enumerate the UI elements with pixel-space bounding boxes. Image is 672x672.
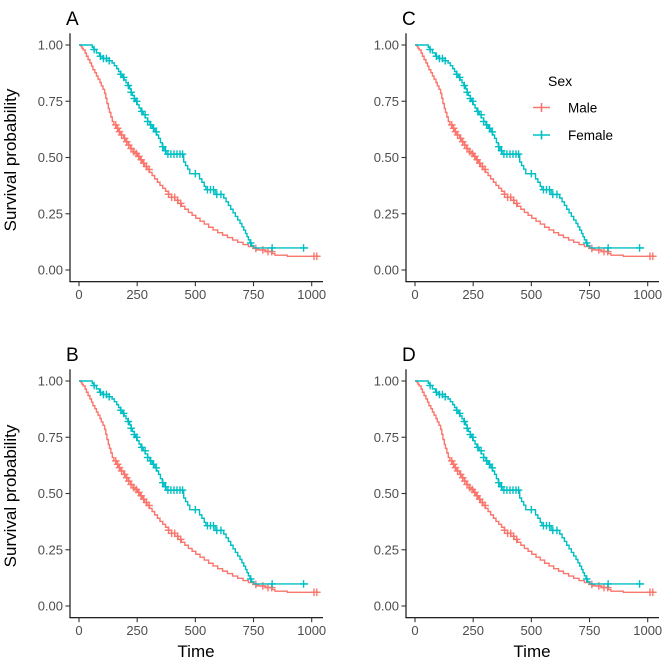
legend-label-male: Male: [568, 100, 597, 115]
y-tick-label: 1.00: [374, 374, 399, 389]
x-tick-label: 500: [184, 623, 206, 638]
km-panel-C: 0.00 0.25 0.50 0.75 1.00 0 250 500 750 1000 C Sex Ma…: [374, 9, 662, 302]
x-tick-label: 1000: [297, 623, 326, 638]
female-step-line: [79, 44, 309, 249]
panel-label-A: A: [66, 9, 79, 30]
x-tick-label: 500: [520, 623, 542, 638]
y-tick-label: 0.75: [38, 94, 63, 109]
axis-lines: [69, 369, 323, 619]
km-panel-A: 0.00 0.25 0.50 0.75 1.00 0 250 500 750 1000 A Survi…: [1, 9, 326, 302]
male-survival-curve: [415, 44, 657, 261]
female-step-line: [415, 380, 645, 585]
y-tick-label: 0.25: [38, 542, 63, 557]
y-tick-label: 0.75: [374, 430, 399, 445]
y-tick-label: 0.50: [374, 486, 399, 501]
y-tick-label: 0.75: [38, 430, 63, 445]
female-survival-curve: [415, 44, 645, 252]
y-axis-title: Survival probability: [1, 88, 20, 231]
legend: Sex Male Female: [533, 73, 613, 143]
female-survival-curve: [79, 380, 309, 588]
panel-label-D: D: [402, 345, 416, 366]
axis-lines: [405, 33, 659, 283]
x-tick-label: 750: [243, 623, 265, 638]
y-tick-label: 0.50: [374, 150, 399, 165]
y-tick-label: 0.00: [38, 599, 63, 614]
panel-label-B: B: [66, 345, 79, 366]
x-tick-label: 500: [184, 287, 206, 302]
x-tick-label: 0: [411, 287, 418, 302]
legend-label-female: Female: [568, 128, 613, 143]
y-tick-label: 0.50: [38, 150, 63, 165]
x-tick-label: 500: [520, 287, 542, 302]
y-tick-label: 0.50: [38, 486, 63, 501]
x-tick-label: 750: [243, 287, 265, 302]
y-tick-label: 0.25: [38, 206, 63, 221]
female-step-line: [415, 44, 645, 249]
y-tick-label: 1.00: [374, 38, 399, 53]
x-axis-title: Time: [513, 642, 550, 661]
x-tick-label: 250: [126, 623, 148, 638]
x-tick-label: 0: [75, 287, 82, 302]
y-tick-label: 0.75: [374, 94, 399, 109]
male-step-line: [415, 380, 654, 593]
x-tick-label: 750: [579, 287, 601, 302]
x-tick-label: 0: [411, 623, 418, 638]
y-tick-label: 0.00: [38, 263, 63, 278]
x-tick-label: 1000: [633, 287, 662, 302]
x-tick-label: 250: [126, 287, 148, 302]
male-survival-curve: [79, 44, 321, 261]
km-panel-B: 0.00 0.25 0.50 0.75 1.00 0 250 500 750 1000 B Survi…: [1, 345, 326, 661]
male-step-line: [415, 44, 654, 257]
y-tick-label: 1.00: [38, 374, 63, 389]
y-tick-label: 0.00: [374, 263, 399, 278]
x-axis-title: Time: [177, 642, 214, 661]
x-tick-label: 0: [75, 623, 82, 638]
y-tick-label: 0.25: [374, 542, 399, 557]
male-step-line: [79, 44, 318, 257]
y-axis-title: Survival probability: [1, 424, 20, 567]
panel-label-C: C: [402, 9, 416, 30]
km-panel-D: 0.00 0.25 0.50 0.75 1.00 0 250 500 750 1000 D Time: [374, 345, 662, 661]
female-survival-curve: [79, 44, 309, 252]
x-tick-label: 250: [462, 623, 484, 638]
male-survival-curve: [415, 380, 657, 597]
legend-item-male: Male: [533, 100, 597, 115]
male-survival-curve: [79, 380, 321, 597]
y-tick-label: 1.00: [38, 38, 63, 53]
x-tick-label: 1000: [633, 623, 662, 638]
legend-item-female: Female: [533, 128, 613, 143]
axis-lines: [405, 369, 659, 619]
x-tick-label: 1000: [297, 287, 326, 302]
female-step-line: [79, 380, 309, 585]
x-tick-label: 750: [579, 623, 601, 638]
x-tick-label: 250: [462, 287, 484, 302]
y-tick-label: 0.25: [374, 206, 399, 221]
female-survival-curve: [415, 380, 645, 588]
y-tick-label: 0.00: [374, 599, 399, 614]
legend-title: Sex: [548, 73, 572, 89]
male-step-line: [79, 380, 318, 593]
axis-lines: [69, 33, 323, 283]
